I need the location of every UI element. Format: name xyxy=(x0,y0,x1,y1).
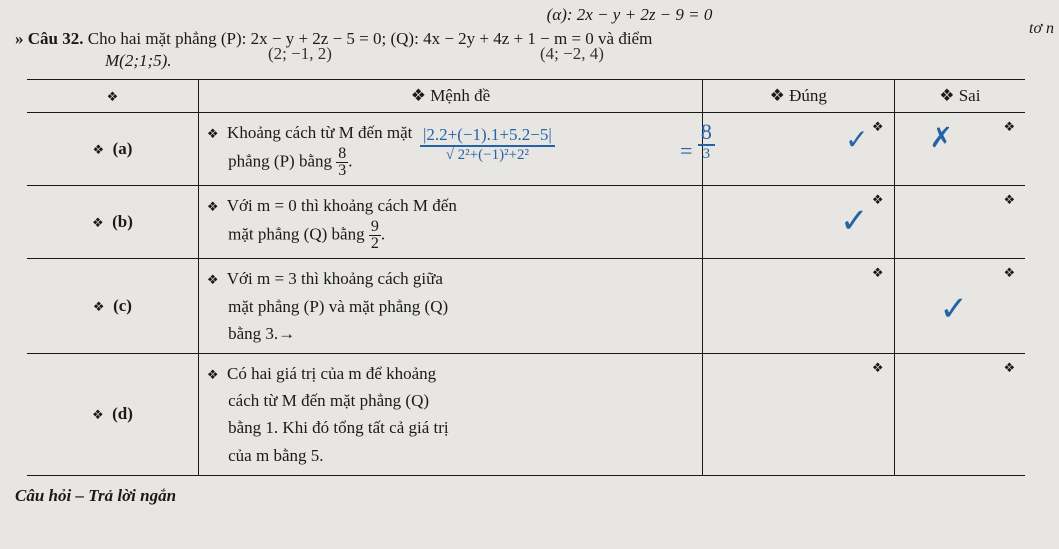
table-header-row: ❖ ❖ Mệnh đề ❖ Đúng ❖ Sai xyxy=(27,80,1025,113)
footer-heading: Câu hỏi – Trả lời ngắn xyxy=(15,486,1044,506)
row-d-true-cell: ❖ xyxy=(702,353,894,475)
table-row-b: ❖ (b) ❖ Với m = 0 thì khoảng cách M đến … xyxy=(27,186,1025,259)
row-a-false-cell: ❖ ✗ xyxy=(894,113,1025,186)
row-b-true-cell: ❖ ✓ xyxy=(702,186,894,259)
header-statement: ❖ Mệnh đề xyxy=(198,80,702,113)
row-c-statement: ❖ Với m = 3 thì khoảng cách giữa mặt phẳ… xyxy=(198,259,702,354)
table-row-d: ❖ (d) ❖ Có hai giá trị của m để khoảng c… xyxy=(27,353,1025,475)
header-blank: ❖ xyxy=(27,80,198,113)
x-mark-icon: ✗ xyxy=(930,121,953,155)
row-d-statement: ❖ Có hai giá trị của m để khoảng cách từ… xyxy=(198,353,702,475)
handwritten-normal-q: (4; −2, 4) xyxy=(540,44,604,64)
handwritten-normal-p: (2; −1, 2) xyxy=(268,44,332,64)
row-c-true-cell: ❖ xyxy=(702,259,894,354)
row-b-label: ❖ (b) xyxy=(27,186,198,259)
row-d-label: ❖ (d) xyxy=(27,353,198,475)
checkmark-icon: ✓ xyxy=(940,289,969,329)
row-d-false-cell: ❖ xyxy=(894,353,1025,475)
question-line: » Câu 32. Cho hai mặt phẳng (P): 2x − y … xyxy=(15,29,1044,49)
handwritten-result: = 83 xyxy=(680,120,715,164)
header-true: ❖ Đúng xyxy=(702,80,894,113)
checkmark-icon: ✓ xyxy=(840,201,869,241)
header-false: ❖ Sai xyxy=(894,80,1025,113)
checkmark-icon: ✓ xyxy=(845,123,868,157)
handwritten-calculation: |2.2+(−1).1+5.2−5| √ 2²+(−1)²+2² xyxy=(420,126,555,163)
alpha-equation: (α): 2x − y + 2z − 9 = 0 xyxy=(15,5,1044,25)
row-a-true-cell: ❖ ✓ xyxy=(702,113,894,186)
row-c-label: ❖ (c) xyxy=(27,259,198,354)
row-a-label: ❖ (a) xyxy=(27,113,198,186)
row-b-statement: ❖ Với m = 0 thì khoảng cách M đến mặt ph… xyxy=(198,186,702,259)
row-b-false-cell: ❖ xyxy=(894,186,1025,259)
corner-cutoff-text: tơ n xyxy=(1029,20,1054,38)
question-number: » Câu 32. xyxy=(15,29,83,48)
table-row-c: ❖ (c) ❖ Với m = 3 thì khoảng cách giữa m… xyxy=(27,259,1025,354)
row-c-false-cell: ❖ ✓ xyxy=(894,259,1025,354)
